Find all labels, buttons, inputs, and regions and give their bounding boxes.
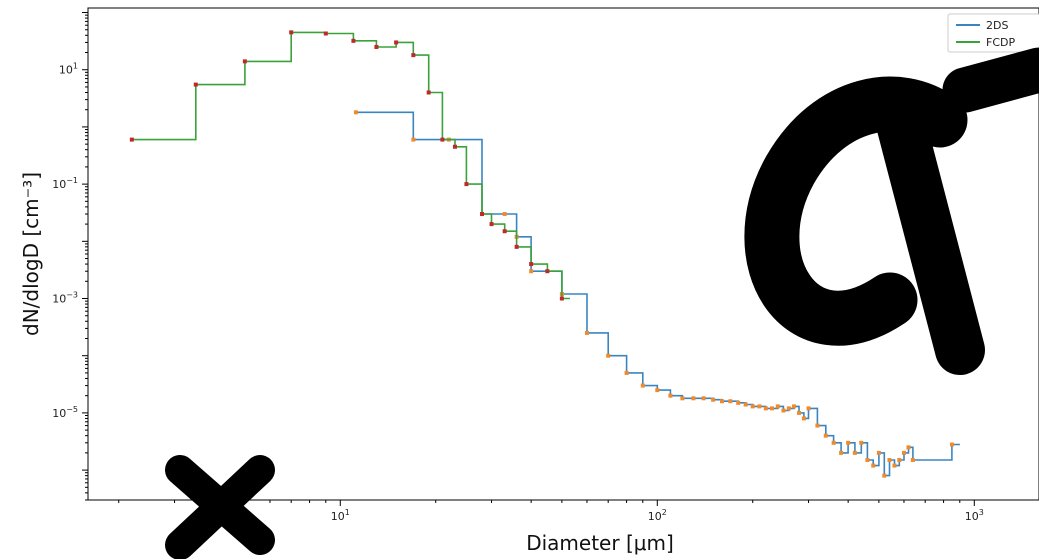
- data-point-fcdp: [193, 82, 198, 87]
- x-axis: 101 102 103: [118, 500, 984, 523]
- data-point-fcdp: [452, 144, 457, 149]
- data-point-fcdp: [440, 137, 445, 142]
- data-point-2ds: [763, 406, 768, 411]
- data-point-2ds: [876, 450, 881, 455]
- data-point-2ds: [801, 416, 806, 421]
- data-point-fcdp: [242, 59, 247, 64]
- data-point-2ds: [668, 393, 673, 398]
- data-point-2ds: [815, 423, 820, 428]
- data-point-2ds: [720, 399, 724, 404]
- data-point-2ds: [411, 137, 416, 142]
- data-point-2ds: [584, 330, 589, 335]
- y-tick-label: 10−3: [52, 291, 78, 306]
- data-point-fcdp: [480, 212, 485, 217]
- data-point-2ds: [757, 404, 762, 409]
- x-axis-label: Diameter [μm]: [526, 531, 674, 555]
- data-point-2ds: [823, 433, 828, 438]
- data-point-2ds: [769, 406, 774, 411]
- data-point-2ds: [743, 402, 748, 407]
- data-point-fcdp: [289, 30, 294, 35]
- y-axis-label: dN/dlogD [cm⁻³]: [19, 172, 43, 336]
- data-point-2ds: [852, 450, 857, 455]
- series-layer: [129, 30, 960, 478]
- data-point-2ds: [906, 445, 911, 450]
- data-point-fcdp: [464, 182, 469, 187]
- data-point-2ds: [792, 404, 797, 409]
- plot-frame: [87, 7, 1039, 501]
- plot-area: [87, 7, 1039, 501]
- data-point-2ds: [781, 408, 786, 413]
- data-point-2ds: [831, 440, 836, 445]
- series-line-fcdp: [131, 31, 570, 300]
- data-point-2ds: [892, 463, 897, 468]
- data-point-2ds: [680, 396, 685, 401]
- data-point-2ds: [859, 440, 864, 445]
- data-point-2ds: [736, 400, 741, 405]
- data-point-2ds: [786, 406, 791, 411]
- data-point-2ds: [949, 442, 954, 447]
- data-point-2ds: [797, 410, 802, 415]
- data-point-2ds: [624, 370, 629, 375]
- data-point-2ds: [806, 406, 811, 411]
- x-tick-label: 102: [648, 508, 667, 523]
- data-point-2ds: [775, 404, 780, 409]
- data-point-2ds: [606, 353, 611, 358]
- data-point-2ds: [897, 458, 902, 463]
- data-point-2ds: [865, 458, 870, 463]
- data-point-2ds: [711, 397, 716, 402]
- y-tick-label: 101: [59, 62, 78, 77]
- data-point-fcdp: [323, 31, 328, 36]
- data-point-2ds: [846, 440, 851, 445]
- data-point-2ds: [691, 396, 696, 401]
- x-tick-label: 101: [331, 508, 350, 523]
- data-point-2ds: [901, 450, 906, 455]
- data-point-2ds: [728, 399, 733, 404]
- data-point-fcdp: [514, 244, 519, 249]
- data-point-2ds: [529, 269, 534, 274]
- data-point-2ds: [640, 383, 645, 388]
- data-point-2ds: [750, 404, 755, 409]
- data-point-2ds: [502, 212, 507, 217]
- data-point-fcdp: [394, 40, 399, 45]
- data-point-2ds: [887, 458, 892, 463]
- data-point-fcdp: [426, 90, 431, 95]
- data-point-fcdp: [489, 222, 494, 227]
- legend: 2DS FCDP: [947, 13, 1039, 53]
- data-point-2ds: [882, 473, 887, 478]
- data-point-fcdp: [129, 137, 134, 142]
- x-tick-label: 103: [965, 508, 984, 523]
- legend-label-2ds: 2DS: [986, 19, 1008, 32]
- data-point-2ds: [839, 450, 844, 455]
- data-point-fcdp: [502, 229, 507, 234]
- data-point-2ds: [871, 463, 876, 468]
- y-axis: 101 10−1 10−3 10−5: [52, 12, 88, 501]
- data-point-fcdp: [529, 262, 534, 267]
- data-point-fcdp: [545, 269, 550, 274]
- legend-label-fcdp: FCDP: [986, 36, 1015, 49]
- data-point-fcdp: [559, 296, 564, 301]
- data-point-2ds: [655, 388, 660, 393]
- y-tick-label: 10−5: [52, 405, 78, 420]
- data-point-fcdp: [351, 38, 356, 43]
- data-point-fcdp: [411, 53, 416, 58]
- y-tick-label: 10−1: [52, 176, 78, 191]
- data-point-2ds: [910, 458, 915, 463]
- data-point-2ds: [353, 110, 358, 115]
- data-point-2ds: [701, 396, 706, 401]
- data-point-fcdp: [374, 44, 379, 49]
